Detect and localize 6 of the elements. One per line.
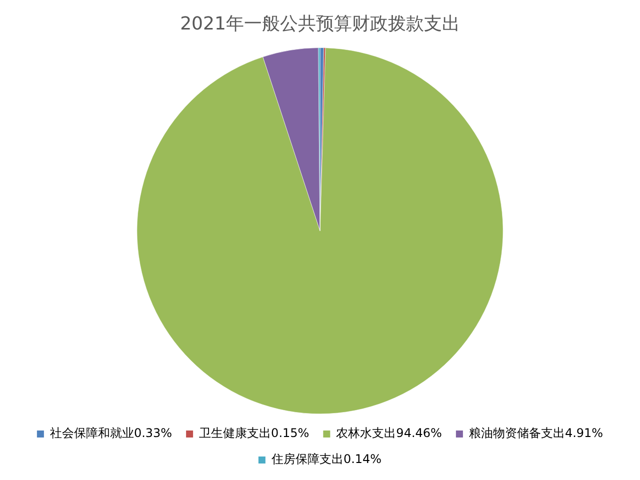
legend-label: 农林水支出94.46%	[336, 426, 442, 440]
legend-label: 社会保障和就业0.33%	[50, 426, 172, 440]
legend-label: 粮油物资储备支出4.91%	[468, 426, 604, 440]
legend-label: 住房保障支出0.14%	[270, 452, 382, 466]
chart-title: 2021年一般公共预算财政拨款支出	[180, 13, 460, 34]
legend-label: 卫生健康支出0.15%	[199, 426, 310, 440]
